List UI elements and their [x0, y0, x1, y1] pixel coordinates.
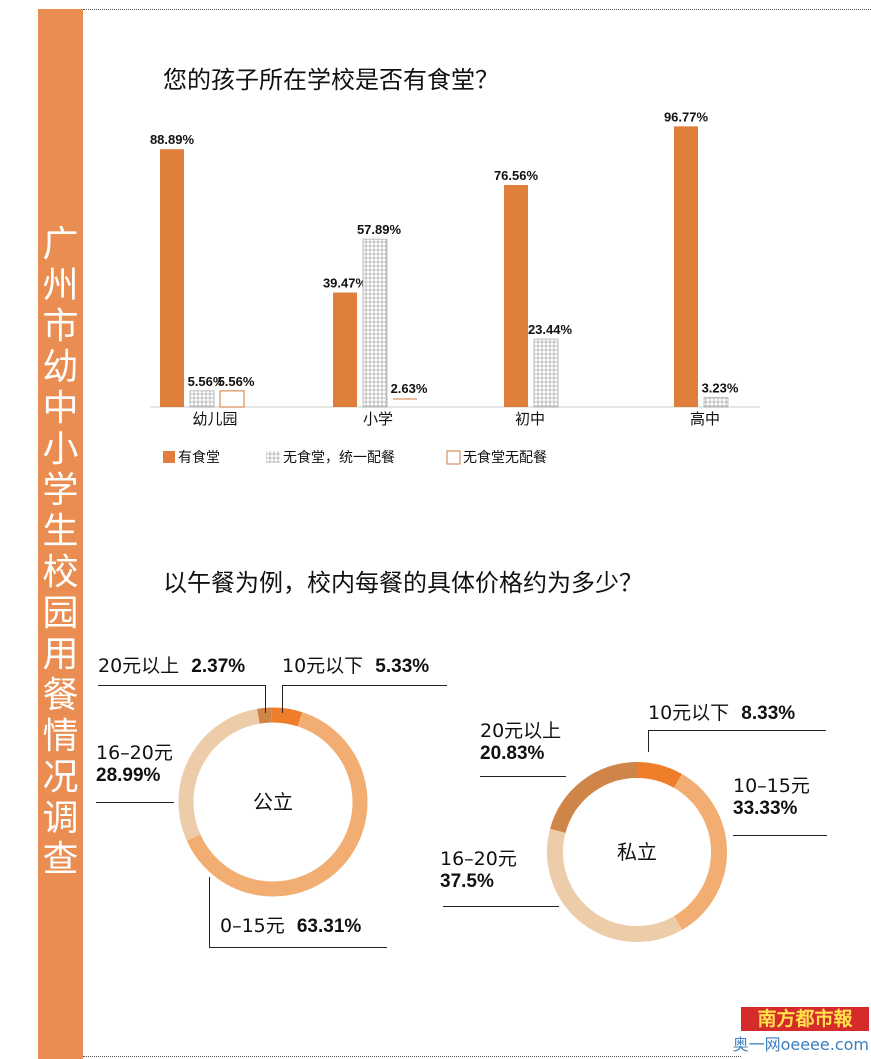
legend-swatch-catered: [266, 451, 280, 463]
private-label-16-20: 16–20元 37.5%: [440, 848, 517, 892]
legend-label: 无食堂，统一配餐: [283, 449, 395, 465]
category-label: 高中: [690, 411, 720, 428]
data-label: 5.56%: [188, 374, 225, 389]
data-label: 39.47%: [323, 276, 368, 291]
data-label: 88.89%: [150, 132, 195, 147]
bar-catered: [533, 338, 559, 408]
newspaper-logo: 南方都市報: [741, 1007, 869, 1031]
bar-catered: [189, 390, 215, 408]
bar-canteen: [333, 292, 357, 407]
data-label: 76.56%: [494, 168, 539, 183]
private-label-over20: 20元以上 20.83%: [480, 720, 562, 764]
public-label-over20: 20元以上 2.37%: [98, 655, 246, 677]
private-label-10-15: 10–15元 33.33%: [733, 775, 810, 819]
bottom-divider: [83, 1056, 741, 1057]
bar-chart: 幼儿园 88.89% 5.56%5.56% 小学 39.47% 57.89% 2.63% 初中…: [150, 109, 760, 465]
legend-label: 有食堂: [178, 449, 220, 465]
public-label-under10: 10元以下 5.33%: [282, 655, 430, 677]
data-label: 5.56%: [218, 374, 255, 389]
side-banner: 广州市幼中小学生校园用餐情况调查: [38, 9, 83, 1059]
data-label: 96.77%: [664, 109, 709, 124]
category-label: 幼儿园: [192, 411, 237, 428]
top-divider: [83, 9, 871, 10]
public-label-0-15: 0–15元 63.31%: [220, 915, 362, 937]
category-label: 初中: [515, 411, 545, 428]
donut-center-label: 公立: [253, 791, 293, 814]
legend-label: 无食堂无配餐: [463, 449, 547, 465]
bar-canteen: [160, 149, 184, 407]
donut-slice: [673, 774, 727, 930]
donut-slice: [636, 762, 682, 789]
donut-slice: [547, 828, 683, 942]
data-label: 3.23%: [702, 381, 739, 396]
private-label-under10: 10元以下 8.33%: [648, 702, 796, 724]
logo-subtitle: 奥一网oeeee.com: [732, 1035, 869, 1054]
donut-slice: [257, 707, 272, 724]
data-label: 23.44%: [528, 322, 573, 337]
legend-swatch-no-canteen: [446, 450, 461, 465]
bar-canteen: [674, 126, 698, 407]
donut-slice: [186, 712, 368, 897]
donut-chart-title: 以午餐为例，校内每餐的具体价格约为多少？: [163, 569, 643, 597]
public-label-16-20: 16–20元 28.99%: [96, 742, 173, 786]
legend-swatch-canteen: [163, 451, 175, 463]
donut-center-label: 私立: [617, 841, 657, 864]
category-label: 小学: [363, 411, 393, 428]
data-label: 2.63%: [391, 381, 428, 396]
bar-catered: [362, 238, 388, 408]
donut-slice: [271, 707, 303, 727]
bar-canteen: [504, 184, 528, 407]
bar-no-canteen: [219, 390, 245, 408]
side-title: 广州市幼中小学生校园用餐情况调查: [42, 224, 79, 880]
bar-catered: [703, 397, 729, 408]
donut-slice: [178, 708, 260, 841]
bar-chart-title: 您的孩子所在学校是否有食堂？: [163, 66, 499, 94]
data-label: 57.89%: [357, 222, 402, 237]
donut-slice: [550, 762, 638, 834]
